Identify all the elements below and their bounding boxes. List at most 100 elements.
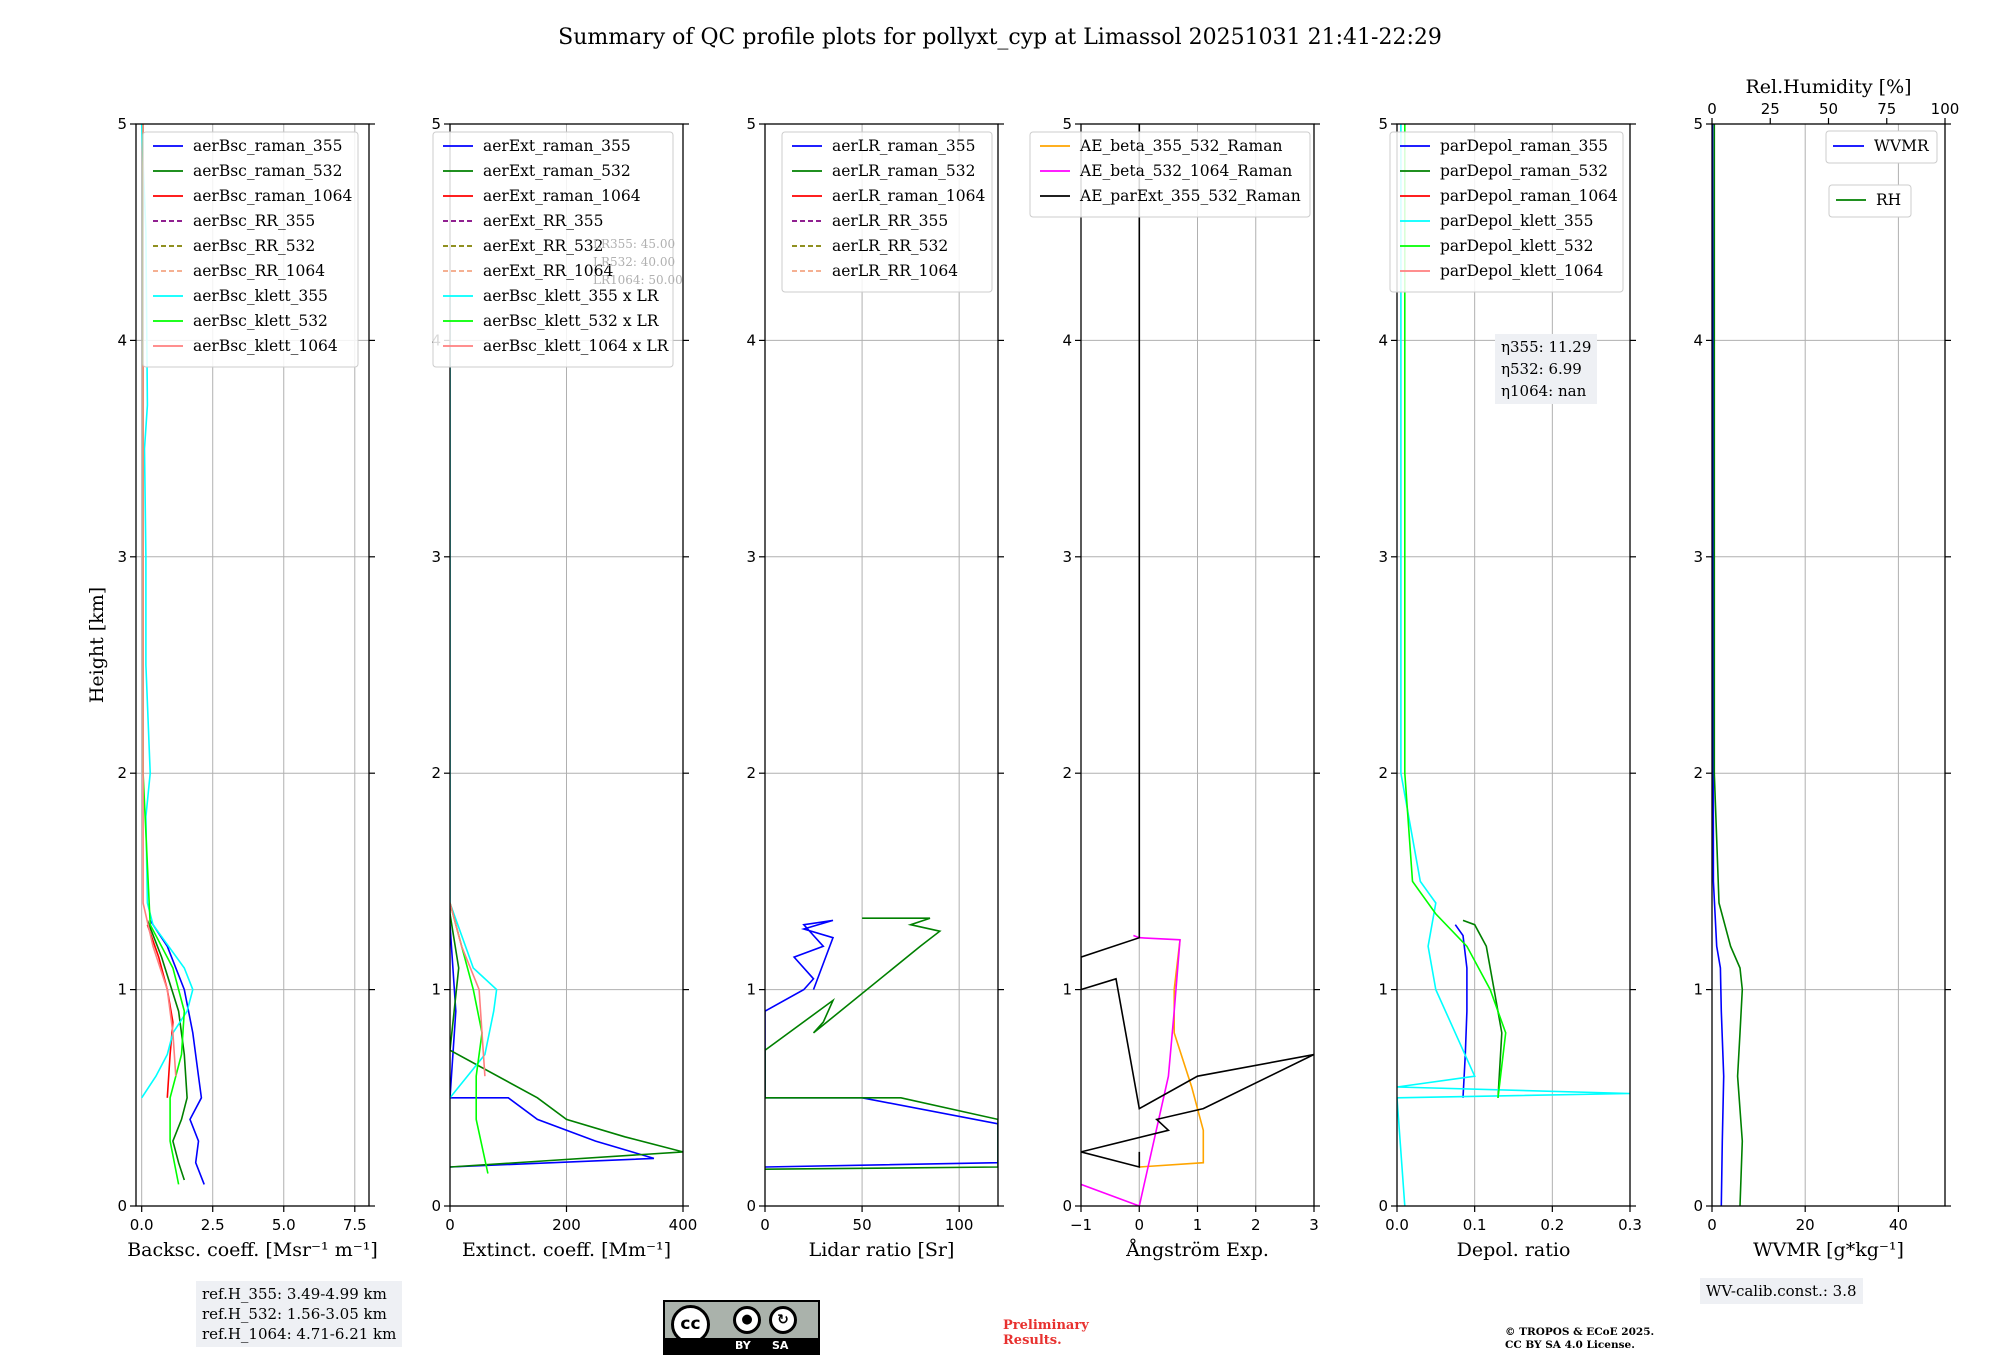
y-tick-label: 0 [431, 1197, 441, 1215]
series-aerExt_raman_355 [450, 913, 655, 1168]
x-axis-label: Depol. ratio [1457, 1239, 1571, 1261]
legend-label: aerBsc_klett_532 x LR [483, 312, 660, 330]
legend-label: aerBsc_klett_1064 [193, 337, 338, 355]
x-tick-label: 200 [552, 1216, 581, 1234]
series-parDepol_klett_355 [1397, 124, 1630, 1206]
eta-box: η355: 11.29 η532: 6.99 η1064: nan [1495, 334, 1597, 404]
axes-frame [1080, 123, 1315, 1207]
legend: aerLR_raman_355 aerLR_raman_532 aerLR_rama… [781, 131, 993, 293]
y-tick-label: 3 [1378, 548, 1388, 566]
series-aerBsc_raman_355 [149, 919, 205, 1185]
panels: 0.0 2.5 5.0 7.5 0 1 2 3 4 5 Backsc. coeff. [Msr⁻¹ … [117, 76, 1959, 1261]
x-tick-label: 5.0 [272, 1216, 296, 1234]
legend: aerExt_raman_355 aerExt_raman_532 aerExt_r… [432, 131, 674, 368]
x-tick-label: 0.0 [1385, 1216, 1409, 1234]
x-tick-label: 2.5 [201, 1216, 225, 1234]
ref-height-355: ref.H_355: 3.49-4.99 km [202, 1285, 387, 1303]
y-tick-label: 1 [1062, 981, 1072, 999]
series-aerBsc_klett_355 [140, 124, 194, 1099]
x-tick-label: 0.2 [1540, 1216, 1564, 1234]
legend-wvmr: WVMR [1825, 130, 1938, 164]
legend-label: aerExt_RR_355 [483, 212, 604, 230]
license-by-label: BY [735, 1339, 751, 1352]
x-tick-label: 1 [1193, 1216, 1203, 1234]
y-tick-label: 4 [1693, 331, 1703, 349]
legend-label: aerLR_raman_1064 [832, 187, 985, 205]
panel-5: 0.0 0.1 0.2 0.3 0 1 2 3 4 5 Depol. ratio parDepol_r… [1378, 115, 1641, 1261]
y-tick-label: 5 [431, 115, 441, 133]
y-tick-label: 1 [1378, 981, 1388, 999]
legend-label: RH [1876, 191, 1901, 209]
x-axis-label: Extinct. coeff. [Mm⁻¹] [462, 1239, 671, 1261]
reference-height-box: ref.H_355: 3.49-4.99 km ref.H_532: 1.56-… [196, 1281, 403, 1347]
x-axis-label: Ångström Exp. [1125, 1239, 1269, 1261]
x-tick-label: 400 [669, 1216, 698, 1234]
legend-frame [1825, 130, 1938, 164]
legend-label: AE_beta_355_532_Raman [1079, 137, 1282, 155]
legend-label: aerBsc_RR_355 [193, 212, 315, 230]
y-tick-label: 2 [1693, 764, 1703, 782]
series-parDepol_raman_355 [1454, 924, 1468, 1098]
y-tick-label: 0 [117, 1197, 127, 1215]
legend-label: aerBsc_klett_355 [193, 287, 328, 305]
x-tick-label: 0.3 [1618, 1216, 1642, 1234]
legend-label: aerBsc_raman_1064 [193, 187, 353, 205]
x-tick-label: −1 [1070, 1216, 1092, 1234]
legend-label: aerBsc_klett_355 x LR [483, 287, 660, 305]
legend-label: WVMR [1874, 137, 1930, 155]
legend-label: aerBsc_klett_532 [193, 312, 328, 330]
series-AE_beta_355_532_Raman [1139, 939, 1205, 1168]
x-tick-label: 50 [853, 1216, 872, 1234]
x-tick-label: 0.0 [130, 1216, 154, 1234]
legend-label: parDepol_raman_1064 [1440, 187, 1618, 205]
legend-label: parDepol_raman_355 [1440, 137, 1608, 155]
y-tick-label: 0 [746, 1197, 756, 1215]
y-tick-label: 1 [431, 981, 441, 999]
series-parDepol_raman_532 [1462, 919, 1503, 1098]
y-tick-label: 1 [117, 981, 127, 999]
panel-3: 0 50 100 0 1 2 3 4 5 Lidar ratio [Sr] aerLR_raman_… [746, 115, 1004, 1261]
legend-label: AE_beta_532_1064_Raman [1079, 162, 1292, 180]
x-tick-label: 0 [760, 1216, 770, 1234]
ref-height-1064: ref.H_1064: 4.71-6.21 km [202, 1325, 397, 1343]
y-tick-label: 3 [1062, 548, 1072, 566]
cc-license-badge: cc ● ↻ BY SA [663, 1300, 820, 1355]
y-tick-label: 3 [746, 548, 756, 566]
person-icon: ● [733, 1306, 761, 1334]
y-tick-label: 0 [1693, 1197, 1703, 1215]
legend-label: aerExt_raman_1064 [483, 187, 641, 205]
top-tick-label: 50 [1819, 100, 1838, 118]
legend-label: aerExt_RR_532 [483, 237, 604, 255]
legend: parDepol_raman_355 parDepol_raman_532 parD… [1389, 131, 1624, 293]
legend-label: parDepol_klett_532 [1440, 237, 1593, 255]
axes-frame [764, 123, 999, 1207]
y-tick-label: 5 [1062, 115, 1072, 133]
legend-label: aerBsc_raman_532 [193, 162, 343, 180]
x-tick-label: 100 [945, 1216, 974, 1234]
y-tick-label: 2 [746, 764, 756, 782]
series-parDepol_klett_532 [1404, 124, 1507, 1098]
top-tick-label: 75 [1877, 100, 1896, 118]
y-tick-label: 5 [1693, 115, 1703, 133]
series-aerBsc_raman_532 [146, 920, 188, 1181]
x-tick-label: 0 [445, 1216, 455, 1234]
panel-2: 0200400012345Extinct. coeff. [Mm⁻¹]aerEx… [431, 115, 697, 1261]
preliminary-line-1: Preliminary [1003, 1318, 1089, 1333]
x-tick-label: 0 [1707, 1216, 1717, 1234]
axes-frame [449, 123, 684, 1207]
lr-note: LR1064: 50.00 [593, 273, 683, 287]
legend-frame [1828, 184, 1912, 218]
y-tick-label: 0 [1378, 1197, 1388, 1215]
top-tick-label: 0 [1707, 100, 1717, 118]
legend-label: aerLR_RR_355 [832, 212, 948, 230]
share-alike-icon: ↻ [769, 1306, 797, 1334]
license-bar [665, 1338, 818, 1353]
top-tick-label: 100 [1931, 100, 1960, 118]
x-axis-label: Lidar ratio [Sr] [809, 1239, 955, 1261]
legend-label: aerLR_RR_532 [832, 237, 948, 255]
legend-label: aerLR_raman_355 [832, 137, 975, 155]
figure-title: Summary of QC profile plots for pollyxt_… [558, 25, 1442, 50]
y-tick-label: 3 [1693, 548, 1703, 566]
license-sa-label: SA [772, 1339, 789, 1352]
